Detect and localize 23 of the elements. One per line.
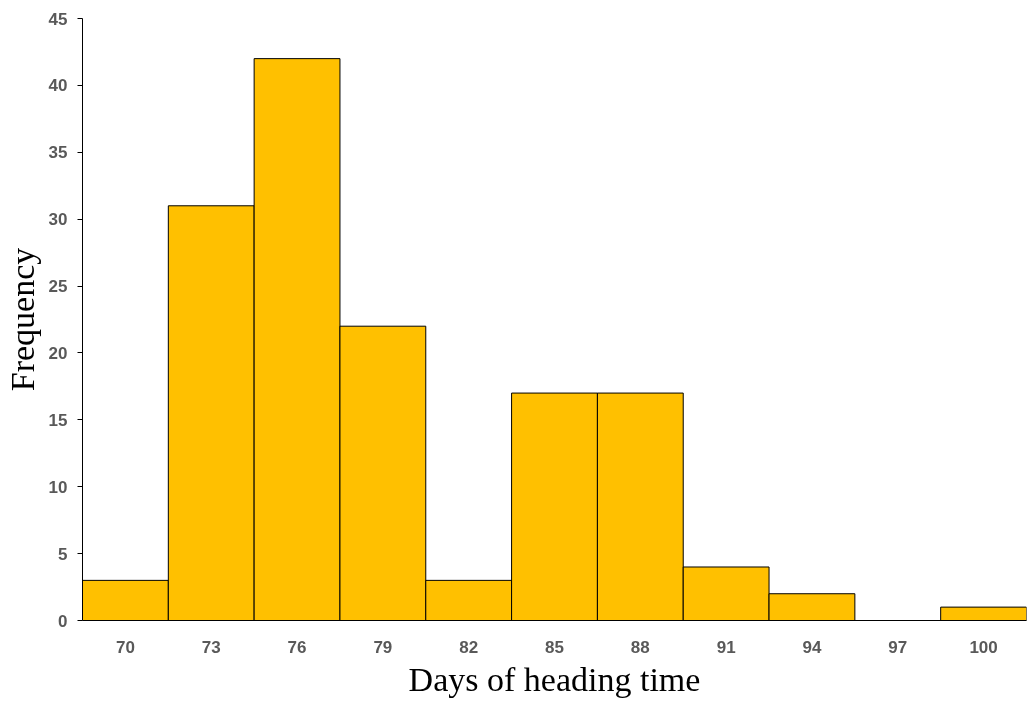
x-tick-label: 97	[888, 637, 908, 657]
y-tick-label: 40	[48, 76, 68, 96]
x-tick-label: 91	[716, 637, 736, 657]
x-tick-label: 79	[373, 637, 393, 657]
y-tick-label: 25	[48, 277, 68, 297]
y-tick-label: 15	[48, 410, 68, 430]
x-tick-label: 76	[287, 637, 307, 657]
y-tick-label: 20	[48, 343, 68, 363]
y-tick-label: 10	[48, 477, 68, 497]
y-tick-label: 35	[48, 143, 68, 163]
x-tick-label: 85	[545, 637, 564, 657]
x-tick-label: 70	[115, 637, 135, 657]
y-axis-title: Frequency	[3, 247, 41, 392]
x-tick-label: 82	[459, 637, 479, 657]
y-tick-label: 30	[48, 210, 68, 230]
y-tick-label: 45	[48, 9, 68, 29]
x-tick-label: 88	[630, 637, 650, 657]
x-tick-label: 73	[201, 637, 221, 657]
x-tick-label: 100	[969, 637, 998, 657]
y-tick-label: 5	[58, 544, 68, 564]
x-tick-label: 94	[802, 637, 822, 657]
x-axis-title: Days of heading time	[408, 660, 701, 698]
y-tick-label: 0	[58, 611, 68, 631]
